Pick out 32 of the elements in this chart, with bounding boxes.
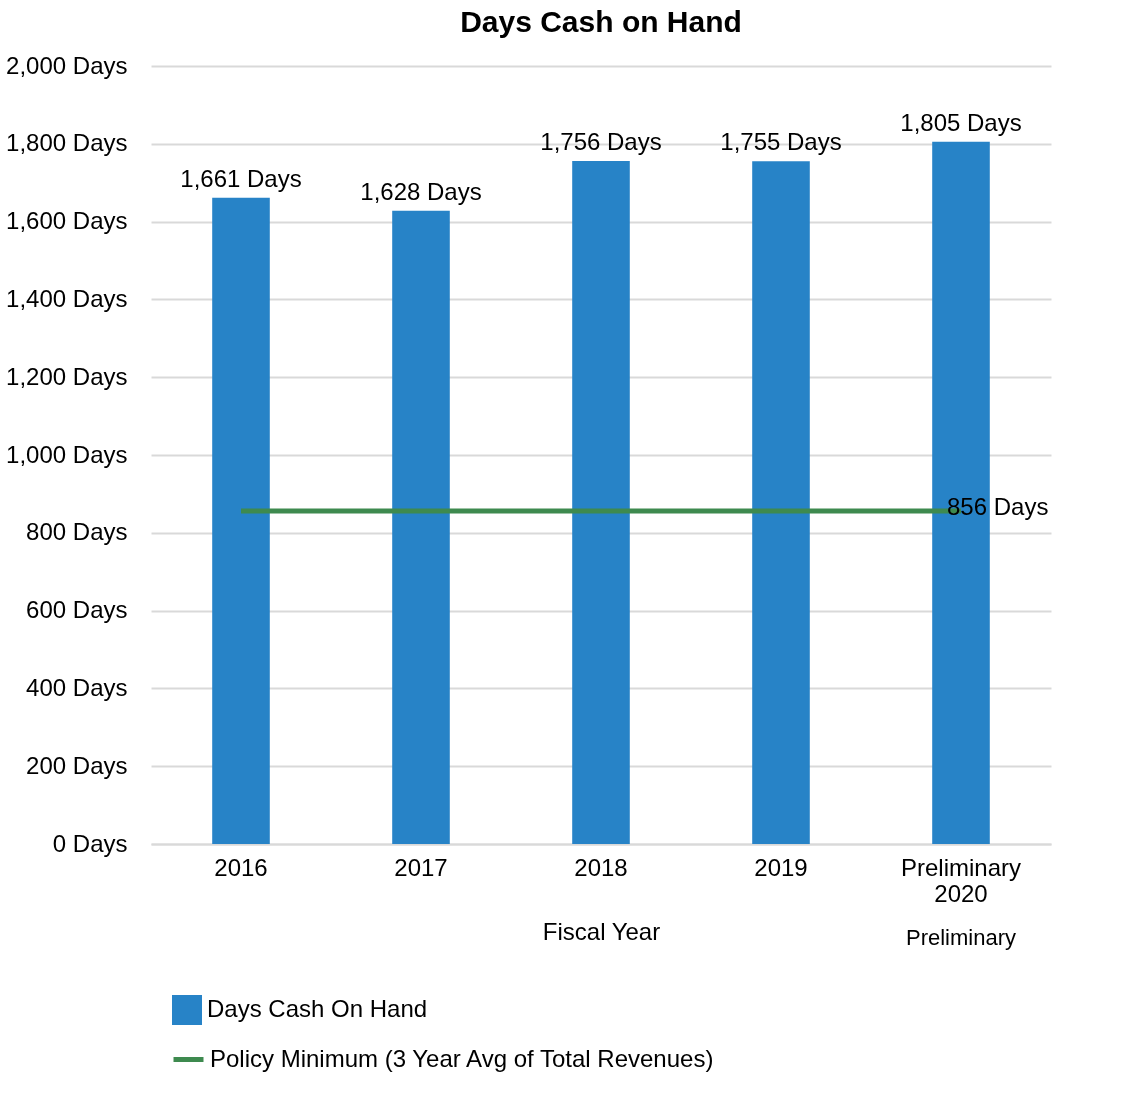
x-tick-label: Preliminary 2020 [900, 853, 1022, 907]
y-tick-label: 0 Days [52, 829, 128, 857]
y-tick-label: 1,400 Days [6, 284, 128, 312]
y-tick-label: 800 Days [26, 518, 128, 546]
x-tick-label: 2017 [394, 853, 448, 881]
bar [752, 161, 810, 844]
bar [572, 160, 630, 844]
chart-title: Days Cash on Hand [460, 5, 742, 38]
y-tick-label: 1,200 Days [6, 362, 128, 390]
data-label: 856 Days [947, 493, 1049, 521]
text: Preliminary [905, 925, 1017, 950]
x-tick-label: 2016 [214, 853, 268, 881]
bar [212, 197, 270, 844]
bar [932, 141, 990, 844]
bar [392, 210, 450, 844]
y-tick-label: 1,600 Days [6, 207, 128, 235]
y-tick-label: 200 Days [26, 751, 128, 779]
x-axis-title: Fiscal Year [542, 917, 661, 945]
y-tick-label: 600 Days [26, 596, 128, 624]
y-tick-label: 1,000 Days [6, 440, 128, 468]
x-tick-label: 2018 [574, 853, 628, 881]
legend-label: Days Cash On Hand [207, 995, 428, 1022]
y-tick-label: 400 Days [26, 673, 128, 701]
legend-label: Policy Minimum (3 Year Avg of Total Revenues) [210, 1044, 714, 1072]
data-label: 1,755 Days [720, 128, 842, 156]
x-tick-label: 2019 [754, 853, 808, 881]
data-label: 1,756 Days [540, 127, 662, 155]
data-label: 1,628 Days [360, 177, 482, 205]
y-tick-label: 1,800 Days [6, 129, 128, 157]
data-label: 1,805 Days [900, 108, 1022, 136]
data-label: 1,661 Days [180, 164, 302, 192]
y-tick-label: 2,000 Days [6, 51, 128, 79]
